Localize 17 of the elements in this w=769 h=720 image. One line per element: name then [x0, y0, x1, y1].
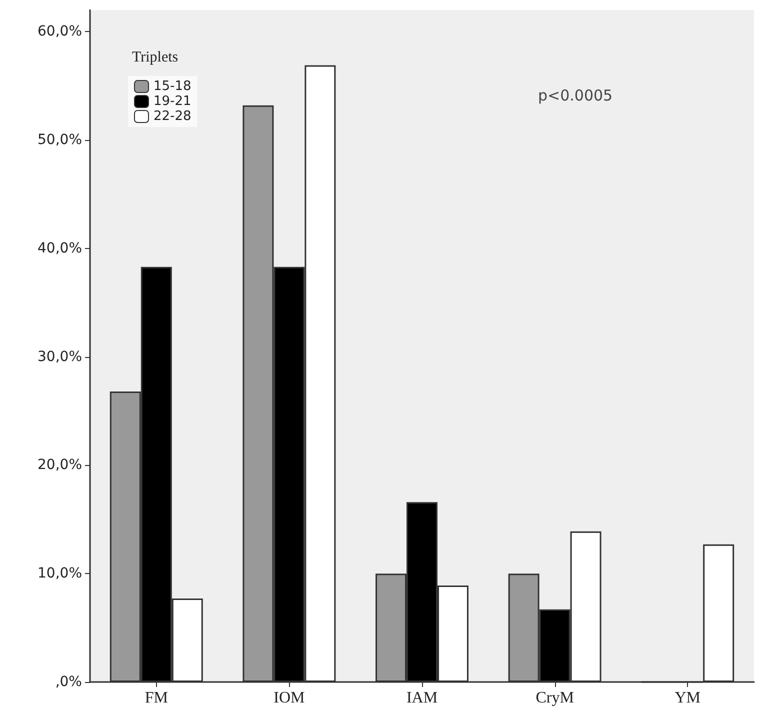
- x-tick-label: FM: [144, 690, 168, 706]
- y-tick-label: 20,0%: [38, 457, 82, 474]
- annotation: p<0.0005: [538, 86, 613, 104]
- y-tick-label: 50,0%: [38, 132, 82, 148]
- x-tick-label: YM: [674, 690, 700, 706]
- legend-label: 15-18: [154, 79, 192, 94]
- y-tick-label: 30,0%: [38, 348, 82, 365]
- x-tick-label: IOM: [274, 690, 305, 706]
- y-tick-label: 60,0%: [38, 24, 82, 40]
- legend-label: 22-28: [154, 109, 192, 124]
- y-tick-label: 10,0%: [38, 566, 82, 582]
- legend-label: 19-21: [154, 94, 192, 109]
- legend-title: Triplets: [132, 50, 178, 66]
- y-tick-label: 40,0%: [38, 240, 82, 256]
- x-tick-label: IAM: [406, 690, 438, 706]
- y-tick-label: ,0%: [55, 674, 82, 690]
- x-tick-label: CryM: [536, 690, 574, 706]
